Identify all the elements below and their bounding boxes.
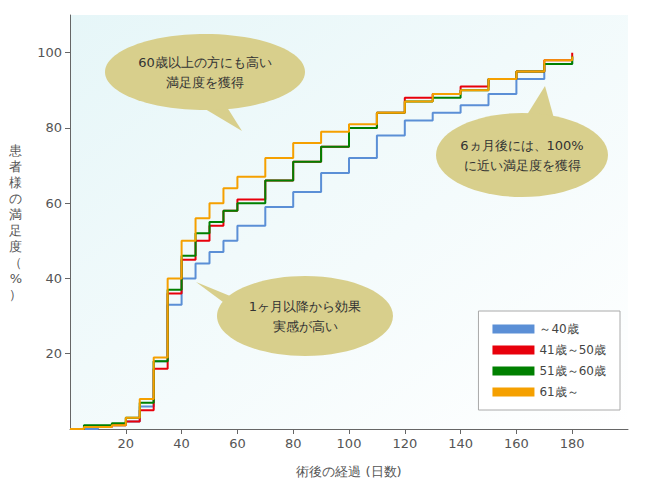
svg-text:100: 100 [337,436,362,451]
svg-text:患: 患 [8,143,22,158]
svg-text:60: 60 [45,196,62,211]
svg-text:80: 80 [285,436,302,451]
svg-text:実感が高い: 実感が高い [273,319,338,334]
svg-text:%: % [10,271,22,286]
svg-text:100: 100 [37,45,62,60]
svg-text:～40歳: ～40歳 [539,322,578,336]
svg-text:140: 140 [448,436,473,451]
svg-text:20: 20 [45,346,62,361]
svg-text:40: 40 [173,436,190,451]
svg-text:60歳以上の方にも高い: 60歳以上の方にも高い [138,55,272,70]
svg-text:41歳～50歳: 41歳～50歳 [539,343,606,357]
svg-text:者: 者 [9,159,22,174]
svg-text:足: 足 [9,223,22,238]
svg-text:80: 80 [45,120,62,135]
svg-text:51歳～60歳: 51歳～60歳 [539,364,606,378]
svg-text:（: （ [9,255,22,270]
svg-text:満: 満 [9,207,22,222]
svg-text:180: 180 [560,436,585,451]
svg-text:6ヵ月後には、100%: 6ヵ月後には、100% [460,138,583,153]
svg-text:度: 度 [9,239,22,254]
svg-text:様: 様 [9,175,22,190]
svg-text:120: 120 [392,436,417,451]
svg-text:術後の経過 (日数): 術後の経過 (日数) [296,464,401,479]
svg-text:40: 40 [45,271,62,286]
svg-text:満足度を獲得: 満足度を獲得 [166,75,244,90]
svg-text:60: 60 [229,436,246,451]
svg-text:61歳～: 61歳～ [539,385,578,399]
svg-text:に近い満足度を獲得: に近い満足度を獲得 [464,158,581,173]
svg-text:1ヶ月以降から効果: 1ヶ月以降から効果 [249,299,361,314]
svg-text:）: ） [9,287,22,302]
svg-text:160: 160 [504,436,529,451]
svg-text:20: 20 [118,436,135,451]
svg-text:の: の [9,191,22,206]
